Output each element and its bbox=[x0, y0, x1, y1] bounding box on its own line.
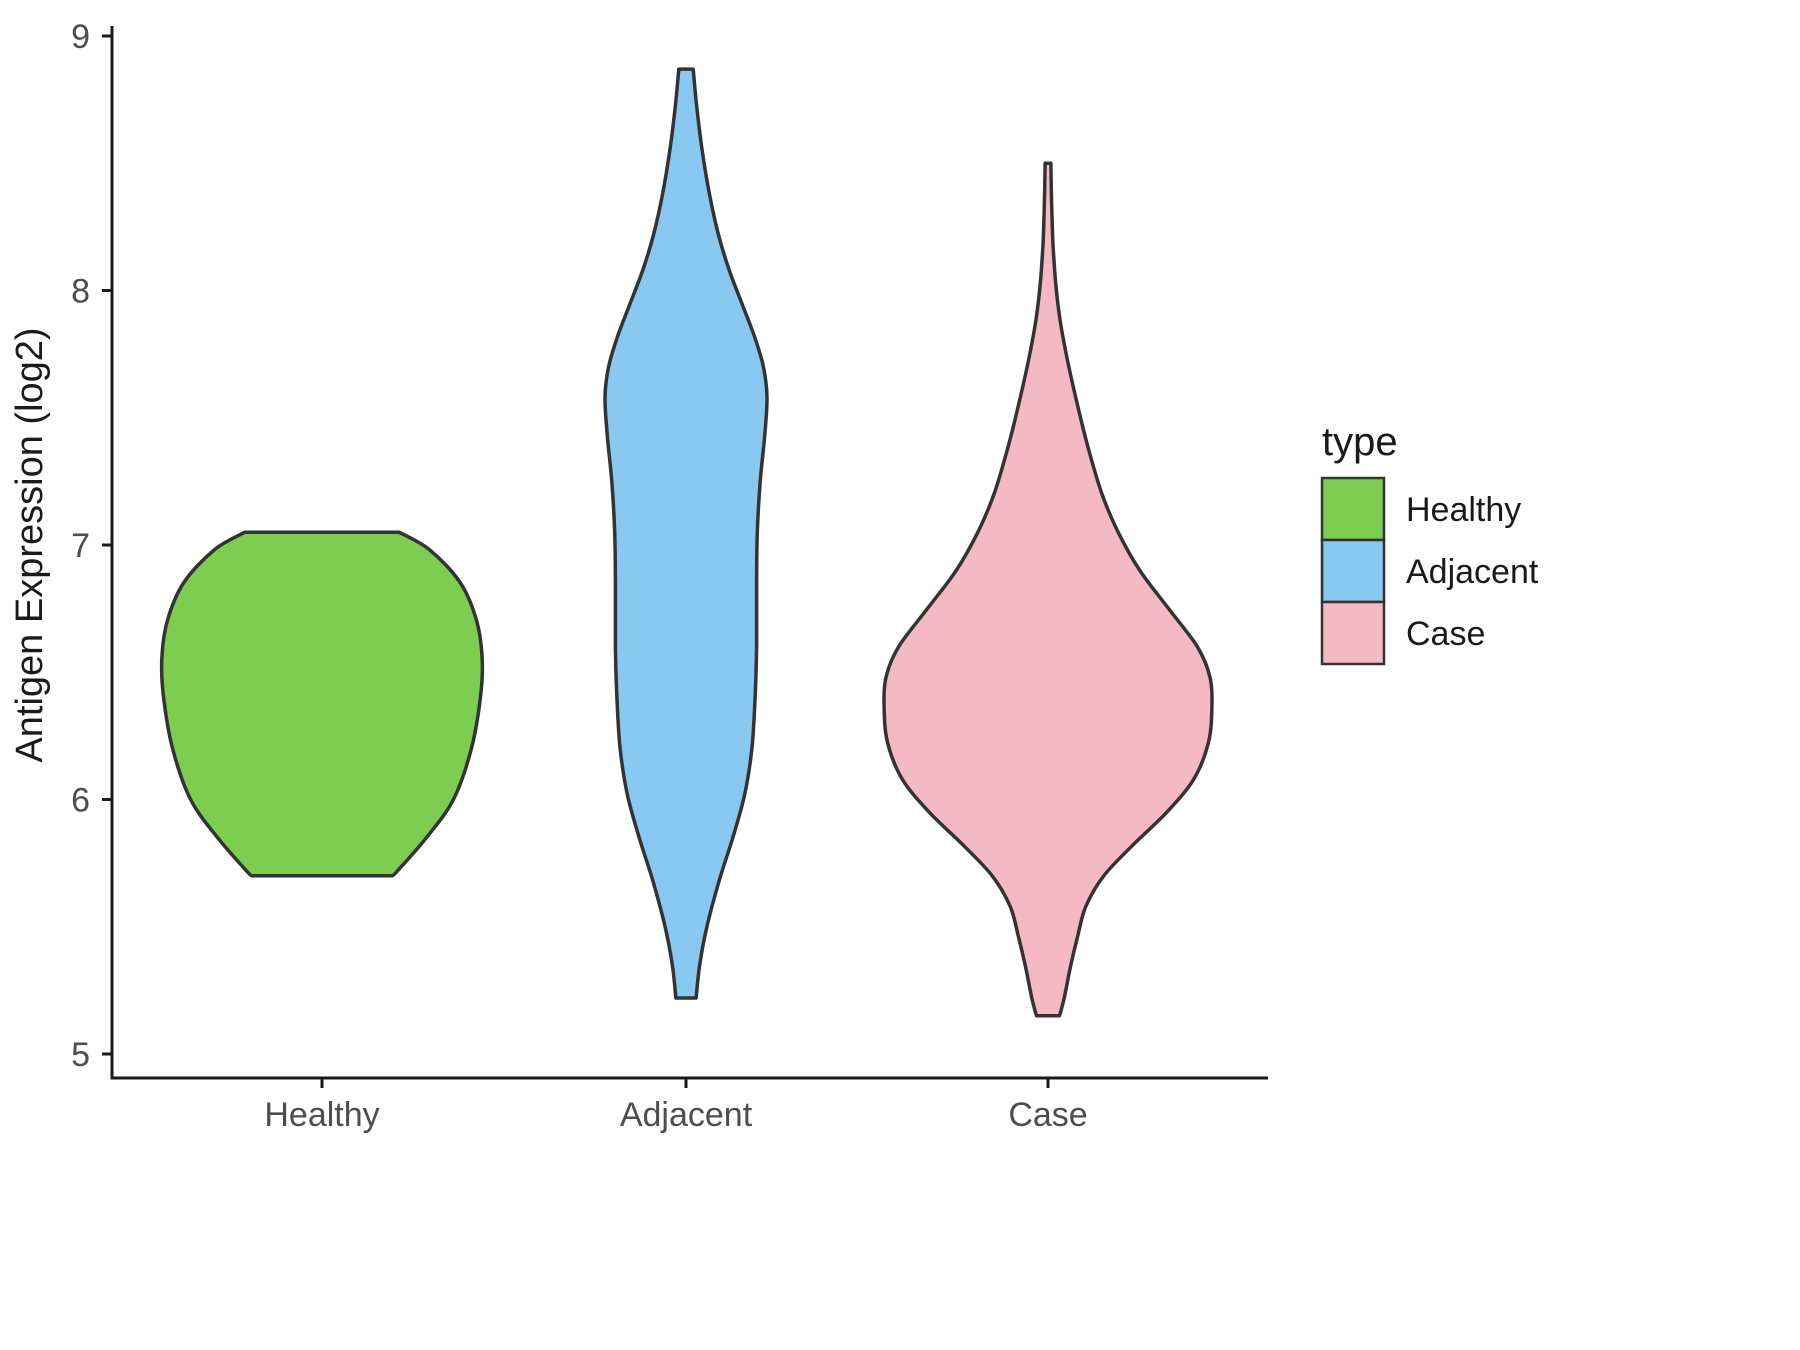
legend-label-case: Case bbox=[1406, 615, 1485, 653]
y-tick-label: 7 bbox=[71, 527, 90, 565]
violins-group bbox=[159, 67, 1214, 1018]
legend-title: type bbox=[1322, 420, 1398, 464]
violin-adjacent bbox=[603, 67, 769, 1000]
y-tick-label: 8 bbox=[71, 273, 90, 311]
y-tick-label: 6 bbox=[71, 782, 90, 820]
legend: type Healthy Adjacent Case bbox=[1320, 420, 1539, 666]
legend-swatch-adjacent bbox=[1320, 538, 1386, 604]
violin-case bbox=[882, 161, 1214, 1018]
violin-healthy bbox=[159, 530, 485, 878]
y-tick-label: 9 bbox=[71, 18, 90, 56]
x-tick-label: Adjacent bbox=[620, 1096, 753, 1134]
legend-keys: Healthy Adjacent Case bbox=[1320, 476, 1539, 666]
legend-swatch-healthy bbox=[1320, 476, 1386, 542]
legend-label-adjacent: Adjacent bbox=[1406, 553, 1539, 591]
legend-label-healthy: Healthy bbox=[1406, 491, 1521, 529]
y-axis-title: Antigen Expression (log2) bbox=[9, 327, 51, 762]
x-tick-label: Healthy bbox=[264, 1096, 379, 1134]
y-tick-label: 5 bbox=[71, 1036, 90, 1074]
axes-group: 5 6 7 8 9 Healthy Adjacent Case bbox=[71, 18, 1268, 1134]
x-tick-label: Case bbox=[1008, 1096, 1087, 1134]
legend-swatch-case bbox=[1320, 600, 1386, 666]
